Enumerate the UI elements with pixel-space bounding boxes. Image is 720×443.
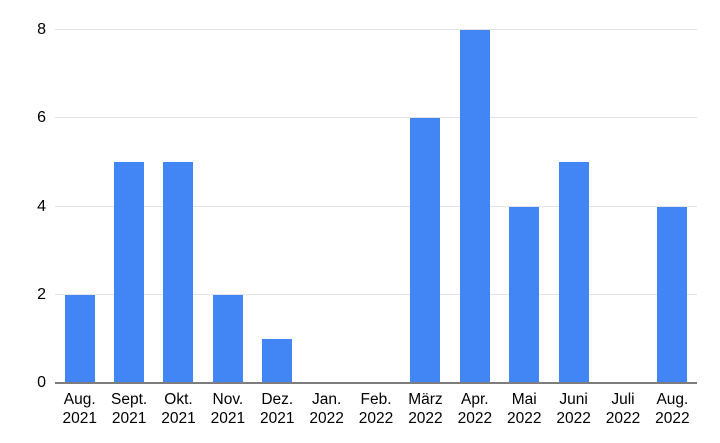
bar-slot xyxy=(351,30,400,383)
x-axis-tick-label: Apr. 2022 xyxy=(450,390,499,428)
x-axis-tick-label: Sept. 2021 xyxy=(104,390,153,428)
bar-Okt. 2021 xyxy=(163,162,194,383)
x-axis-tick-label: Juli 2022 xyxy=(598,390,647,428)
y-axis-tick-label: 2 xyxy=(37,285,46,303)
x-axis-tick-label: Jan. 2022 xyxy=(302,390,351,428)
x-label-month: Aug. xyxy=(656,391,689,408)
x-axis-tick-label: Juni 2022 xyxy=(549,390,598,428)
bar-slot xyxy=(253,30,302,383)
x-label-month: Apr. xyxy=(461,391,489,408)
bar-Dez. 2021 xyxy=(262,338,293,383)
x-label-year: 2022 xyxy=(605,410,641,427)
bar-slot xyxy=(500,30,549,383)
x-axis-tick-label: Okt. 2021 xyxy=(154,390,203,428)
x-axis-tick-label: Mai 2022 xyxy=(500,390,549,428)
x-label-month: Nov. xyxy=(212,391,244,408)
x-label-month: Dez. xyxy=(261,391,294,408)
x-label-month: März xyxy=(408,391,443,408)
x-axis-tick-label: Dez. 2021 xyxy=(253,390,302,428)
y-axis-tick-label: 4 xyxy=(37,197,46,215)
x-label-year: 2021 xyxy=(210,410,246,427)
x-label-month: Okt. xyxy=(164,391,193,408)
bar-Mai 2022 xyxy=(509,206,540,383)
x-label-month: Aug. xyxy=(63,391,96,408)
x-label-year: 2022 xyxy=(556,410,591,427)
bar-Aug. 2022 xyxy=(657,206,688,383)
bar-slot xyxy=(401,30,450,383)
x-axis-tick-label: Aug. 2022 xyxy=(648,390,697,428)
x-axis-tick-label: Aug. 2021 xyxy=(55,390,104,428)
gridline xyxy=(55,117,697,119)
x-label-year: 2022 xyxy=(457,410,493,427)
y-axis-tick-label: 6 xyxy=(37,109,46,127)
bar-slot xyxy=(598,30,647,383)
x-label-month: Feb. xyxy=(360,391,392,408)
x-axis-labels: Aug. 2021 Sept. 2021 Okt. 2021 Nov. 2021 Dez. 202… xyxy=(55,390,697,428)
bar-März 2022 xyxy=(410,118,441,383)
x-axis-tick-label: Feb. 2022 xyxy=(351,390,400,428)
x-label-month: Sept. xyxy=(110,391,148,408)
x-label-month: Mai xyxy=(511,391,537,408)
y-axis-tick-label: 0 xyxy=(37,374,46,391)
bar-Aug. 2021 xyxy=(64,294,95,383)
x-label-year: 2022 xyxy=(408,410,443,427)
x-axis-baseline xyxy=(55,382,697,384)
y-axis-tick-label: 8 xyxy=(37,21,46,38)
x-label-year: 2022 xyxy=(655,410,690,427)
bar-slot xyxy=(450,30,499,383)
bar-slot xyxy=(154,30,203,383)
gridline xyxy=(55,205,697,207)
bar-slot xyxy=(549,30,598,383)
bar-slot xyxy=(648,30,697,383)
x-label-year: 2021 xyxy=(260,410,295,427)
bar-Nov. 2021 xyxy=(212,294,243,383)
bar-slot xyxy=(203,30,252,383)
x-label-year: 2022 xyxy=(309,410,344,427)
x-axis-tick-label: März 2022 xyxy=(401,390,450,428)
x-label-year: 2021 xyxy=(111,410,147,427)
bar-slot xyxy=(55,30,104,383)
x-axis-tick-label: Nov. 2021 xyxy=(203,390,252,428)
x-label-month: Jan. xyxy=(311,391,342,408)
gridline xyxy=(55,293,697,295)
bar-Sept. 2021 xyxy=(114,162,145,383)
x-label-month: Juni xyxy=(559,391,588,408)
bar-slot xyxy=(302,30,351,383)
bar-Juni 2022 xyxy=(558,162,589,383)
x-label-year: 2021 xyxy=(62,410,97,427)
x-label-year: 2022 xyxy=(506,410,542,427)
x-label-year: 2022 xyxy=(358,410,394,427)
bar-Apr. 2022 xyxy=(459,30,490,383)
x-label-month: Juli xyxy=(611,391,635,408)
bar-slot xyxy=(104,30,153,383)
x-label-year: 2021 xyxy=(161,410,196,427)
plot-area: 0 2 4 6 8 xyxy=(37,22,697,391)
bars-row xyxy=(55,30,697,383)
gridline xyxy=(55,29,697,30)
